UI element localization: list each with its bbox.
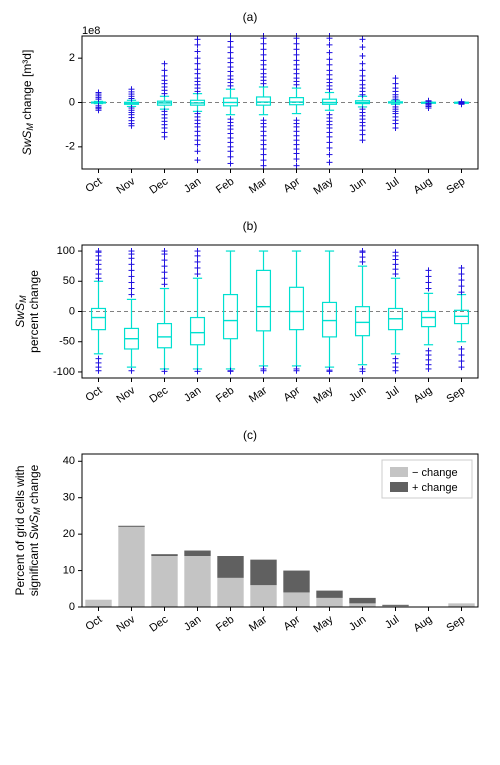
svg-text:Sep: Sep: [444, 176, 467, 197]
svg-text:Jun: Jun: [347, 176, 368, 196]
svg-text:Jul: Jul: [383, 614, 401, 632]
svg-text:1e8: 1e8: [82, 26, 100, 37]
svg-text:Jun: Jun: [347, 614, 368, 634]
svg-text:0: 0: [69, 305, 75, 317]
svg-text:100: 100: [57, 245, 75, 257]
svg-text:Aug: Aug: [411, 385, 434, 406]
svg-text:Jan: Jan: [182, 614, 203, 634]
panel-a: (a) -2 0 2 Oct Nov Dec Jan Feb Mar Apr May Jun Jul Au…: [10, 10, 490, 211]
svg-text:10: 10: [63, 564, 75, 576]
svg-text:percent change: percent change: [27, 270, 41, 353]
svg-text:SwSM: SwSM: [13, 295, 27, 328]
panel-a-title: (a): [10, 10, 490, 24]
svg-text:Mar: Mar: [247, 613, 270, 634]
svg-text:Nov: Nov: [114, 613, 137, 634]
svg-text:-100: -100: [53, 366, 75, 378]
svg-text:Percent of grid cells with: Percent of grid cells with: [13, 465, 27, 595]
svg-text:-2: -2: [65, 141, 75, 153]
svg-text:0: 0: [69, 96, 75, 108]
svg-text:Sep: Sep: [444, 614, 467, 635]
svg-text:Oct: Oct: [83, 176, 104, 196]
svg-text:Sep: Sep: [444, 385, 467, 406]
svg-text:May: May: [311, 384, 335, 406]
panel-c-svg: 0 10 20 30 40 Oct Nov Dec Jan Feb Mar Apr May Jun Jul A…: [10, 444, 490, 649]
panel-b: (b) -100 -50 0 50 100 Oct Nov Dec Jan Feb Mar Apr Ma…: [10, 219, 490, 420]
svg-text:Oct: Oct: [83, 385, 104, 405]
svg-text:Mar: Mar: [247, 384, 270, 405]
svg-text:30: 30: [63, 492, 75, 504]
svg-text:Jul: Jul: [383, 385, 401, 403]
figure: (a) -2 0 2 Oct Nov Dec Jan Feb Mar Apr May Jun Jul Au…: [10, 10, 490, 649]
svg-text:Oct: Oct: [83, 614, 104, 634]
svg-text:Dec: Dec: [147, 384, 170, 405]
svg-text:SwSM change [m³d]: SwSM change [m³d]: [20, 50, 34, 156]
svg-text:+ change: + change: [412, 482, 458, 494]
svg-text:40: 40: [63, 455, 75, 467]
svg-text:May: May: [311, 175, 335, 197]
svg-text:Jul: Jul: [383, 176, 401, 194]
panel-b-title: (b): [10, 219, 490, 233]
svg-text:Jun: Jun: [347, 385, 368, 405]
svg-text:20: 20: [63, 528, 75, 540]
svg-text:Dec: Dec: [147, 175, 170, 196]
svg-text:May: May: [311, 613, 335, 635]
svg-text:Feb: Feb: [214, 385, 236, 406]
svg-text:Apr: Apr: [281, 613, 302, 633]
svg-text:0: 0: [69, 601, 75, 613]
svg-text:2: 2: [69, 52, 75, 64]
svg-text:significant SwSM change: significant SwSM change: [27, 464, 41, 596]
svg-text:-50: -50: [59, 336, 75, 348]
svg-text:Feb: Feb: [214, 176, 236, 197]
panel-c-title: (c): [10, 428, 490, 442]
svg-text:Dec: Dec: [147, 613, 170, 634]
svg-text:Apr: Apr: [281, 175, 302, 195]
svg-text:50: 50: [63, 275, 75, 287]
svg-text:Apr: Apr: [281, 384, 302, 404]
panel-c: (c) 0 10 20 30 40 Oct Nov Dec Jan Feb Mar Apr May Jun…: [10, 428, 490, 649]
svg-text:Nov: Nov: [114, 175, 137, 196]
svg-text:Aug: Aug: [411, 176, 434, 197]
svg-text:Feb: Feb: [214, 614, 236, 635]
svg-text:Mar: Mar: [247, 175, 270, 196]
svg-text:Nov: Nov: [114, 384, 137, 405]
svg-text:Jan: Jan: [182, 176, 203, 196]
svg-text:Aug: Aug: [411, 614, 434, 635]
panel-b-svg: -100 -50 0 50 100 Oct Nov Dec Jan Feb Mar Apr May Jun…: [10, 235, 490, 420]
svg-text:− change: − change: [412, 467, 458, 479]
svg-text:Jan: Jan: [182, 385, 203, 405]
panel-a-svg: -2 0 2 Oct Nov Dec Jan Feb Mar Apr May Jun Jul Aug Sep…: [10, 26, 490, 211]
